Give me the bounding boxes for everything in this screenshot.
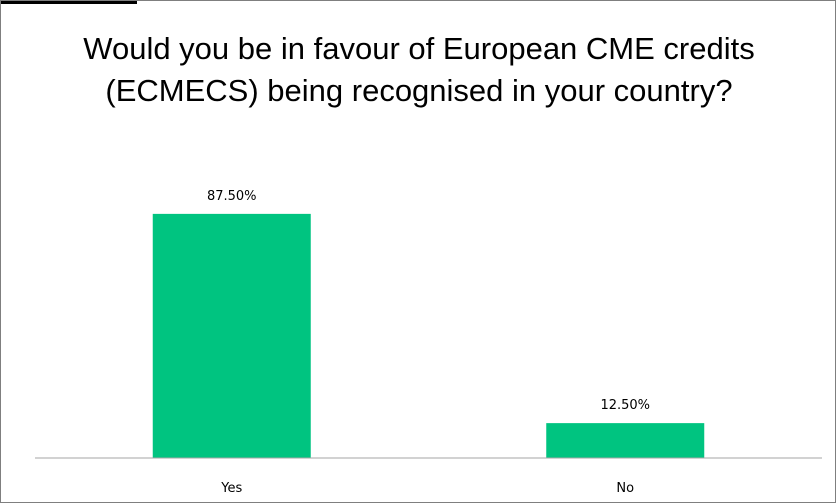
x-tick-label-yes: Yes [220, 481, 242, 496]
data-label-no: 12.50% [600, 398, 650, 413]
x-tick-label-no: No [616, 481, 634, 496]
corner-mark [1, 1, 137, 4]
bar-yes [152, 213, 311, 458]
bar-no [546, 423, 705, 458]
data-label-yes: 87.50% [207, 189, 257, 204]
chart-title: Would you be in favour of European CME c… [83, 31, 755, 108]
